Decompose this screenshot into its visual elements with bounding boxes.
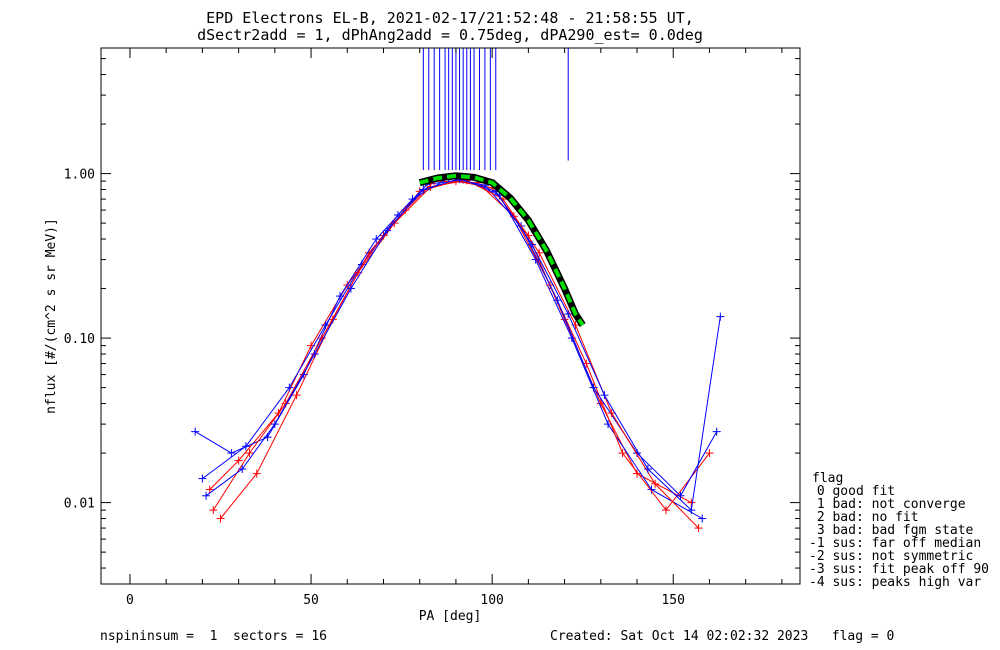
y-axis-label: nflux [#/(cm^2 s sr MeV)]: [44, 218, 59, 414]
legend-entry: -1 sus: far off median: [809, 536, 981, 551]
fit-curve: [419, 173, 585, 327]
y-tick-label: 1.00: [64, 168, 95, 183]
data-point: [383, 226, 392, 235]
y-tick-label: 0.10: [64, 332, 95, 347]
series-line: [202, 178, 703, 519]
data-point: [564, 310, 573, 319]
data-point: [227, 449, 236, 458]
data-point: [643, 465, 652, 474]
data-point: [600, 391, 609, 400]
data-point: [712, 427, 721, 436]
data-point: [716, 312, 725, 321]
x-tick-label: 0: [126, 593, 134, 608]
x-tick-label: 150: [661, 593, 684, 608]
legend-entry: 3 bad: bad fgm state: [809, 523, 974, 538]
series-line: [205, 178, 721, 512]
data-point: [292, 391, 301, 400]
chart-subtitle: dSectr2add = 1, dPhAng2add = 0.75deg, dP…: [197, 26, 703, 44]
footer-created-info: Created: Sat Oct 14 02:02:32 2023 flag =…: [550, 629, 894, 644]
data-point: [310, 350, 319, 359]
data-point: [651, 479, 660, 488]
data-point: [647, 485, 656, 494]
data-point: [234, 456, 243, 465]
legend-entry: -2 sus: not symmetric: [809, 549, 973, 564]
x-axis-label: PA [deg]: [419, 609, 482, 624]
data-point: [270, 420, 279, 429]
data-point: [676, 491, 685, 500]
series-line: [209, 180, 692, 504]
data-point: [198, 474, 207, 483]
data-point: [245, 449, 254, 458]
legend-entry: 2 bad: no fit: [809, 510, 919, 525]
data-point: [191, 427, 200, 436]
data-point: [661, 506, 670, 515]
data-point: [698, 514, 707, 523]
y-tick-label: 0.01: [64, 497, 95, 512]
legend: flag 0 good fit 1 bad: not converge 2 ba…: [809, 471, 989, 590]
legend-title: flag: [812, 471, 843, 486]
data-point: [209, 506, 218, 515]
data-point: [252, 469, 261, 478]
legend-entry: -3 sus: fit peak off 90: [809, 562, 989, 577]
data-point: [618, 449, 627, 458]
legend-entry: 1 bad: not converge: [809, 497, 966, 512]
legend-entry: -4 sus: peaks high var: [809, 575, 981, 590]
plot-frame: [100, 47, 801, 585]
legend-entry: 0 good fit: [809, 484, 895, 499]
x-tick-label: 100: [480, 593, 503, 608]
data-point: [687, 498, 696, 507]
data-point: [589, 383, 598, 392]
data-point: [527, 240, 536, 249]
data-point: [202, 491, 211, 500]
series-line: [220, 180, 710, 519]
footer-spin-info: nspininsum = 1 sectors = 16: [100, 629, 327, 644]
data-point: [633, 469, 642, 478]
data-point: [281, 399, 290, 408]
x-tick-label: 50: [303, 593, 319, 608]
data-point: [694, 524, 703, 533]
data-point: [346, 284, 355, 293]
data-point: [687, 506, 696, 515]
data-point: [372, 235, 381, 244]
chart-title: EPD Electrons EL-B, 2021-02-17/21:52:48 …: [206, 9, 694, 27]
series-line: [212, 179, 699, 529]
data-point: [705, 449, 714, 458]
data-point: [509, 212, 518, 221]
data-point: [336, 292, 345, 301]
data-point: [238, 465, 247, 474]
data-point: [419, 185, 428, 194]
data-point: [607, 409, 616, 418]
data-point: [285, 383, 294, 392]
data-point: [553, 296, 562, 305]
data-point: [299, 370, 308, 379]
series-line: [194, 177, 718, 497]
data-point: [205, 485, 214, 494]
data-point: [216, 514, 225, 523]
